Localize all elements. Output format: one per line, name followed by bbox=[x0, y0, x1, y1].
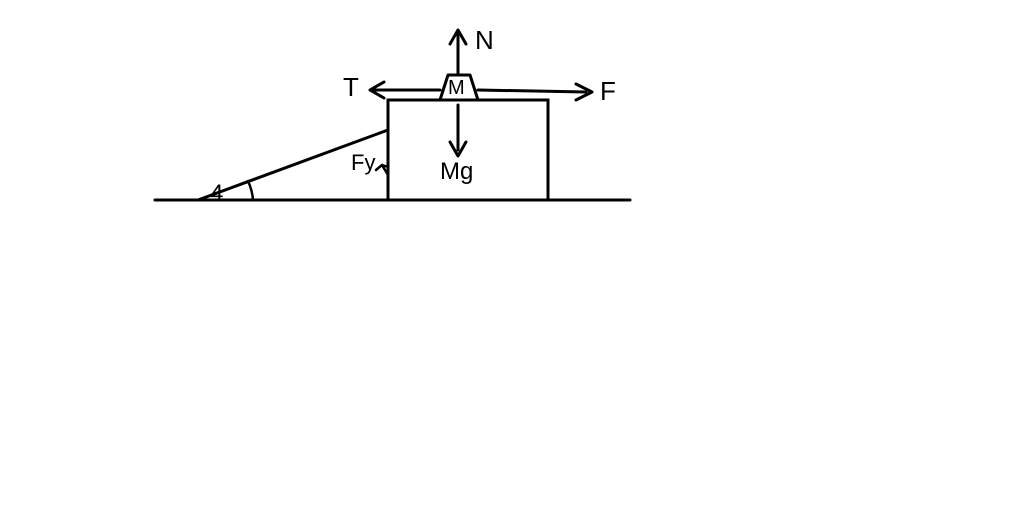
friction-label: Fy bbox=[351, 150, 375, 176]
applied-force-label: F bbox=[600, 76, 616, 107]
weight-label: Mg bbox=[440, 158, 473, 186]
applied-force-arrow bbox=[478, 90, 586, 92]
tension-label: T bbox=[343, 72, 359, 103]
mass-label: M bbox=[448, 77, 465, 100]
normal-force-label: N bbox=[475, 25, 494, 56]
angle-arc bbox=[248, 181, 253, 200]
friction-arrow bbox=[376, 165, 388, 175]
angle-label: 4 bbox=[210, 180, 223, 208]
free-body-diagram-canvas bbox=[0, 0, 1024, 512]
